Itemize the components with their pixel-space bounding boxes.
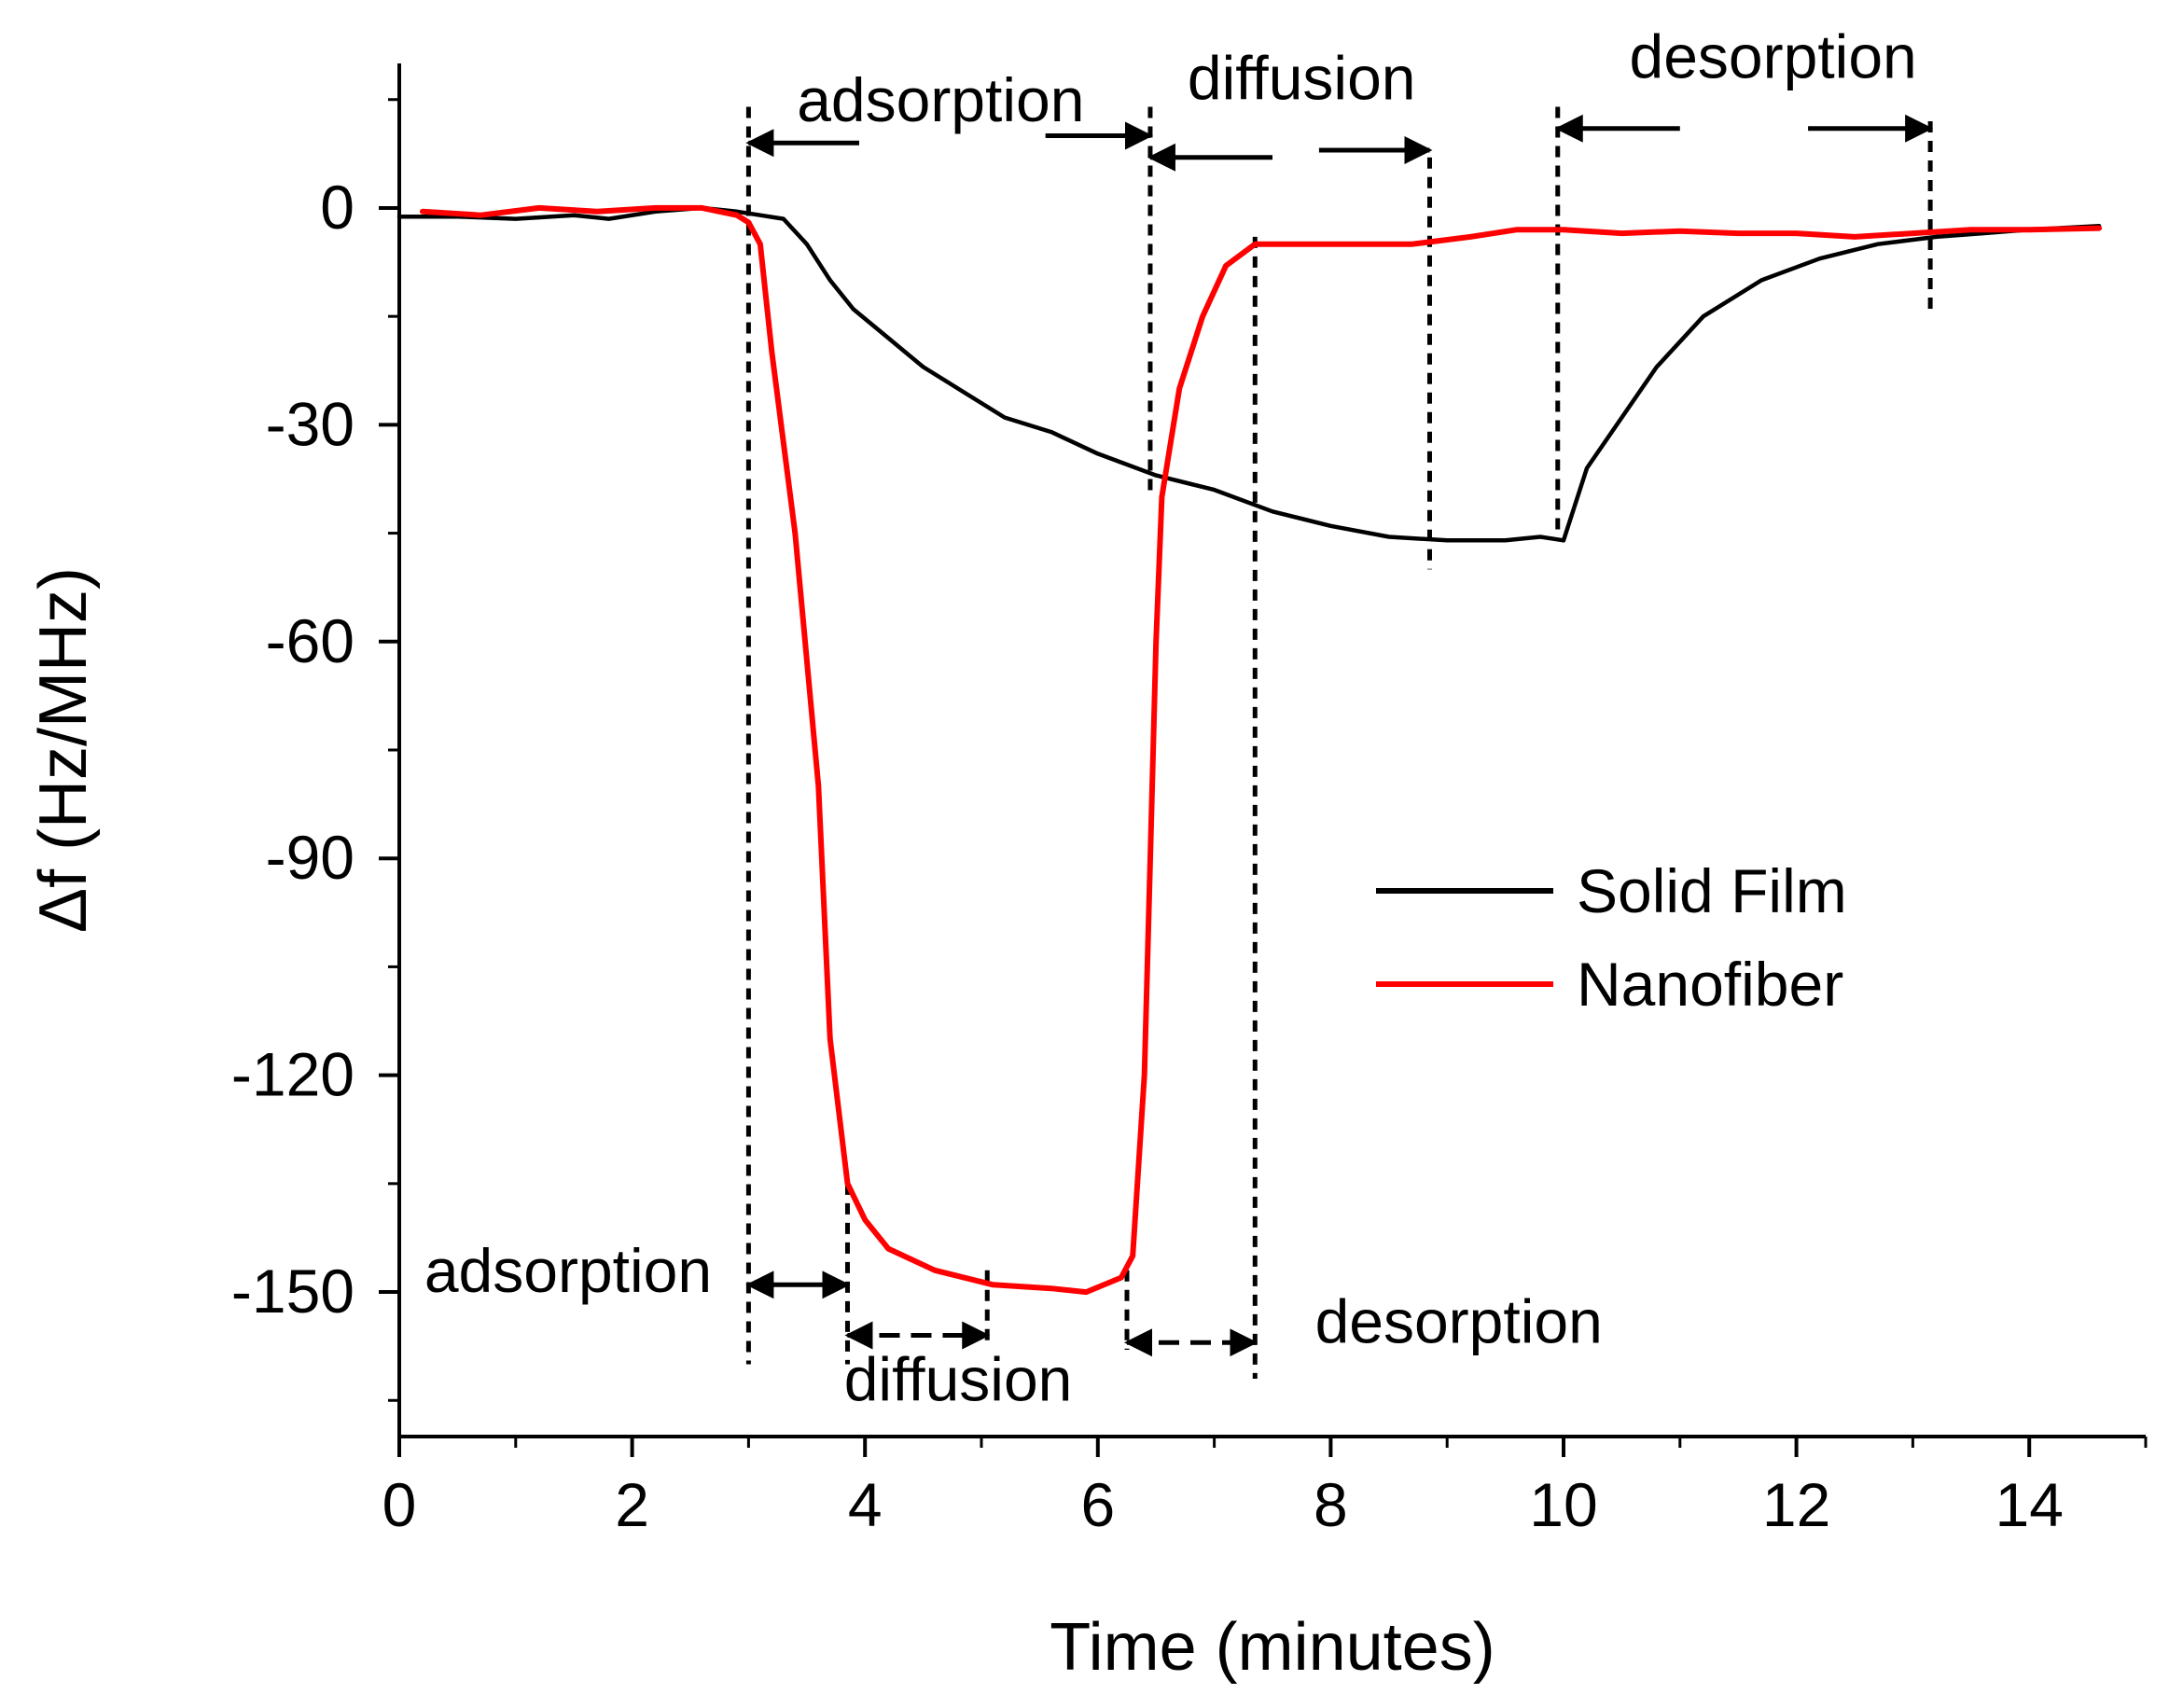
y-axis-title: Δf (Hz/MHz) <box>26 567 101 933</box>
x-tick-label: 6 <box>1080 1470 1115 1539</box>
x-axis-title: Time (minutes) <box>1050 1610 1495 1685</box>
x-tick-label: 8 <box>1314 1470 1348 1539</box>
annotation-arrows <box>745 114 1934 1357</box>
y-tick-label: -120 <box>231 1040 355 1109</box>
x-tick-label: 14 <box>1995 1470 2063 1539</box>
annotation-label: adsorption <box>797 65 1084 134</box>
y-tick-label: -30 <box>266 389 355 458</box>
legend-label: Solid Film <box>1577 856 1847 925</box>
series-line-nanofiber <box>420 204 2103 1296</box>
annotation-label: desorption <box>1630 21 1917 90</box>
y-tick-label: -150 <box>231 1257 355 1326</box>
series-lines <box>396 204 2103 1296</box>
x-tick-label: 4 <box>848 1470 883 1539</box>
annotation-label: diffusion <box>844 1344 1073 1413</box>
annotation-label: diffusion <box>1188 44 1416 113</box>
dashed-markers <box>745 106 1933 1380</box>
legend-label: Nanofiber <box>1577 950 1843 1019</box>
legend: Solid Film Nanofiber <box>1376 856 1847 1019</box>
annotation-label: desorption <box>1315 1286 1603 1355</box>
x-tick-label: 10 <box>1529 1470 1597 1539</box>
x-tick-label: 12 <box>1762 1470 1830 1539</box>
annotations: adsorption diffusion desorption adsorption d… <box>424 21 1917 1413</box>
plot-frame <box>397 63 2146 1438</box>
y-tick-label: -90 <box>266 823 355 892</box>
series-line-solid-film <box>396 205 2102 543</box>
axis-ticks: 0 2 4 6 8 10 12 14 0 -30 -60 -90 -120 -150 <box>231 98 2148 1539</box>
x-tick-label: 2 <box>615 1470 649 1539</box>
x-tick-label: 0 <box>382 1470 417 1539</box>
y-tick-label: 0 <box>320 173 355 242</box>
y-tick-label: -60 <box>266 606 355 675</box>
annotation-label: adsorption <box>424 1236 712 1305</box>
